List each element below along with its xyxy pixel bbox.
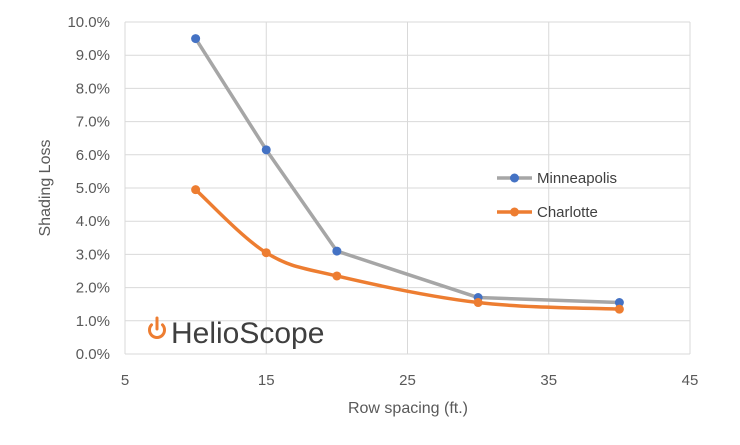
y-tick-label: 4.0%	[76, 213, 110, 230]
data-point-charlotte	[261, 248, 271, 258]
data-point-charlotte	[614, 304, 624, 314]
y-tick-label: 9.0%	[76, 47, 110, 64]
y-tick-label: 6.0%	[76, 147, 110, 164]
brand-name: HelioScope	[171, 317, 324, 350]
y-tick-label: 7.0%	[76, 114, 110, 131]
y-tick-label: 8.0%	[76, 80, 110, 97]
x-tick-label: 25	[399, 372, 416, 389]
legend: Minneapolis Charlotte	[497, 170, 617, 221]
x-tick-label: 5	[121, 372, 129, 389]
series-line-charlotte	[193, 187, 622, 311]
series	[191, 34, 624, 314]
y-axis-title: Shading Loss	[37, 140, 54, 237]
data-point-minneapolis	[191, 34, 201, 44]
x-tick-label: 15	[258, 372, 275, 389]
gridlines	[124, 21, 691, 355]
legend-label-charlotte: Charlotte	[537, 204, 598, 221]
y-tick-label: 10.0%	[67, 14, 110, 31]
y-tick-label: 0.0%	[76, 346, 110, 363]
data-point-charlotte	[191, 185, 201, 195]
y-tick-label: 3.0%	[76, 246, 110, 263]
data-point-minneapolis	[614, 298, 624, 308]
x-tick-label: 35	[540, 372, 557, 389]
data-point-minneapolis	[332, 246, 342, 256]
x-tick-label: 45	[682, 372, 699, 389]
data-point-charlotte	[473, 298, 483, 308]
helioscope-logo: HelioScope	[148, 316, 324, 350]
legend-marker-minneapolis	[510, 173, 519, 183]
y-tick-label: 1.0%	[76, 313, 110, 330]
y-tick-label: 5.0%	[76, 180, 110, 197]
legend-label-minneapolis: Minneapolis	[537, 170, 617, 187]
data-point-charlotte	[332, 271, 342, 281]
legend-marker-charlotte	[510, 207, 519, 217]
data-point-minneapolis	[261, 145, 271, 155]
x-axis-title: Row spacing (ft.)	[348, 400, 468, 417]
power-icon	[148, 316, 166, 339]
axes: 0.0% 1.0% 2.0% 3.0% 4.0% 5.0% 6.0% 7.0% 8.0% 9.0%…	[67, 14, 698, 389]
y-tick-label: 2.0%	[76, 280, 110, 297]
